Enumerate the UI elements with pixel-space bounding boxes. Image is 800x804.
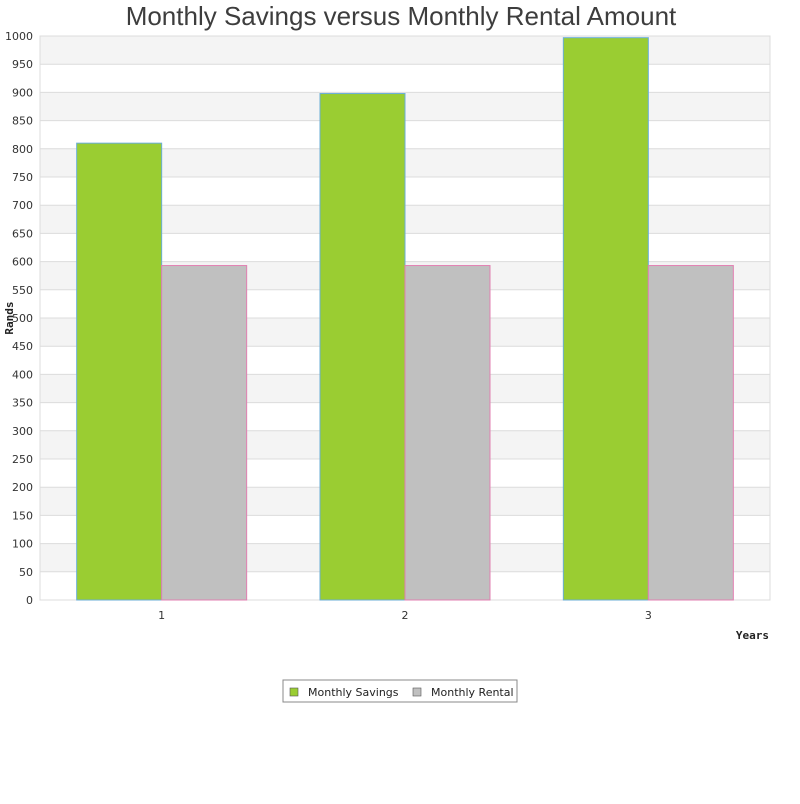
- x-tick-label: 1: [158, 609, 165, 622]
- y-tick-label: 300: [12, 425, 33, 438]
- legend-label: Monthly Rental: [431, 686, 514, 699]
- y-tick-label: 800: [12, 143, 33, 156]
- bar-monthly-rental: [404, 265, 491, 601]
- x-axis-ticks: 1 2 3: [158, 609, 652, 622]
- legend-swatch: [289, 687, 299, 697]
- y-tick-label: 150: [12, 509, 33, 522]
- grid-band: [40, 36, 770, 65]
- y-tick-label: 250: [12, 453, 33, 466]
- bar-monthly-rental: [161, 265, 248, 601]
- legend-box: [282, 679, 518, 703]
- x-axis-label: Years: [736, 629, 769, 642]
- chart-title: Monthly Savings versus Monthly Rental Am…: [126, 1, 677, 31]
- y-tick-label: 650: [12, 227, 33, 240]
- legend-swatch: [412, 687, 422, 697]
- y-tick-label: 750: [12, 171, 33, 184]
- y-tick-label: 450: [12, 340, 33, 353]
- y-tick-label: 600: [12, 256, 33, 269]
- y-tick-label: 1000: [5, 30, 33, 43]
- bar-monthly-savings: [562, 37, 649, 601]
- bars: [76, 37, 734, 601]
- y-tick-label: 500: [12, 312, 33, 325]
- y-tick-label: 50: [19, 566, 33, 579]
- legend: Monthly Savings Monthly Rental: [282, 679, 518, 703]
- grid-band: [40, 64, 770, 93]
- y-axis-label: Rands: [3, 301, 16, 334]
- y-tick-label: 550: [12, 284, 33, 297]
- y-tick-label: 200: [12, 481, 33, 494]
- y-tick-label: 400: [12, 368, 33, 381]
- y-axis-ticks: 0 50 100 150 200 250 300 350 400 450 500 550 600 650 7…: [5, 30, 33, 607]
- y-tick-label: 850: [12, 115, 33, 128]
- y-tick-label: 700: [12, 199, 33, 212]
- bar-monthly-savings: [319, 93, 406, 601]
- y-tick-label: 100: [12, 538, 33, 551]
- bar-monthly-savings: [76, 142, 163, 601]
- x-tick-label: 2: [402, 609, 409, 622]
- y-tick-label: 900: [12, 86, 33, 99]
- y-tick-label: 950: [12, 58, 33, 71]
- x-tick-label: 3: [645, 609, 652, 622]
- legend-label: Monthly Savings: [308, 686, 399, 699]
- y-tick-label: 350: [12, 397, 33, 410]
- bar-monthly-rental: [647, 265, 734, 601]
- y-tick-label: 0: [26, 594, 33, 607]
